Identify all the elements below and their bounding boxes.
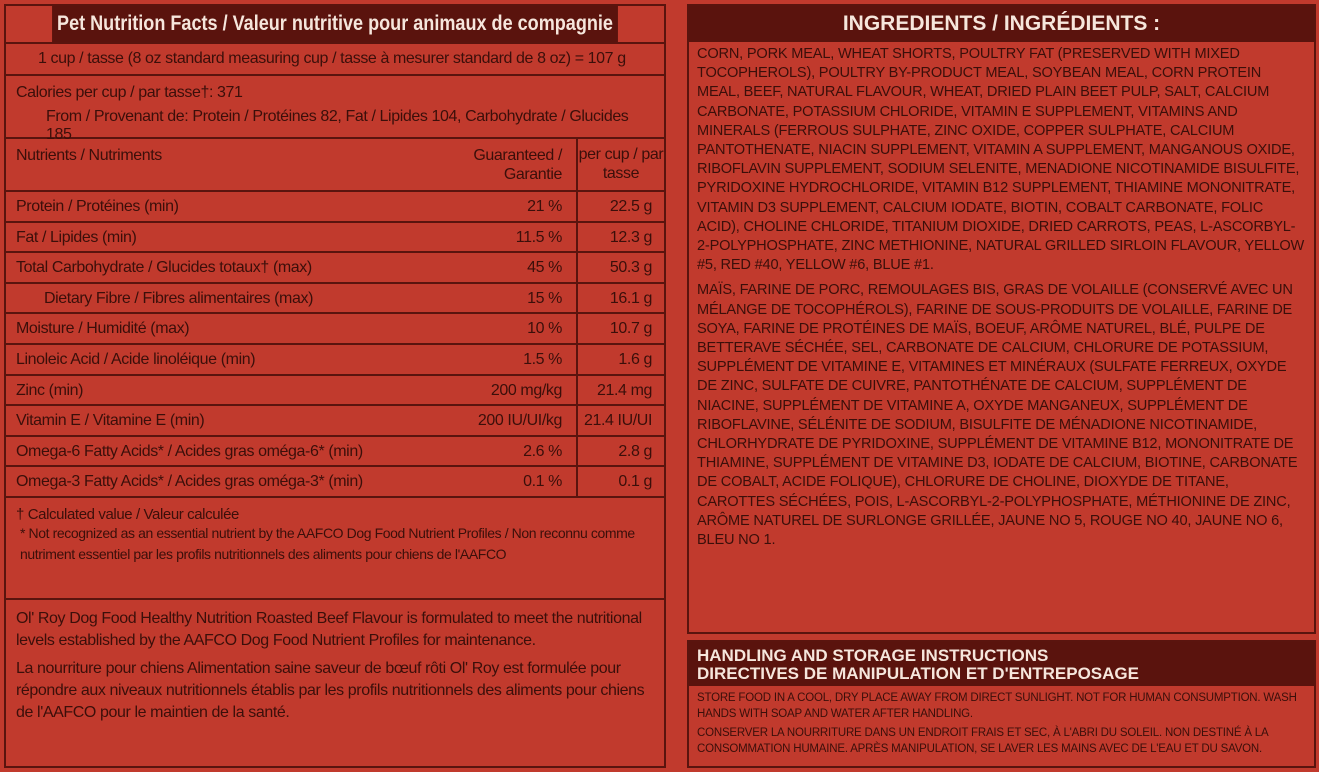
nutrient-row: Fat / Lipides (min) 11.5 % 12.3 g bbox=[6, 220, 664, 252]
nutrient-guaranteed: 11.5 % bbox=[515, 228, 563, 246]
nutrient-per-cup: 2.8 g bbox=[576, 436, 664, 466]
nutrient-row: Omega-3 Fatty Acids* / Acides gras oméga… bbox=[6, 465, 664, 496]
footnote-aafco: * Not recognized as an essential nutrien… bbox=[20, 524, 635, 562]
nutrient-guaranteed: 15 % bbox=[527, 289, 562, 307]
nutrient-row: Zinc (min) 200 mg/kg 21.4 mg bbox=[6, 373, 664, 405]
nutrient-name: Vitamin E / Vitamine E (min) bbox=[16, 412, 205, 430]
handling-panel: HANDLING AND STORAGE INSTRUCTIONS DIRECT… bbox=[687, 640, 1316, 768]
nutrition-title: Pet Nutrition Facts / Valeur nutritive p… bbox=[52, 6, 618, 42]
serving-size: 1 cup / tasse (8 oz standard measuring c… bbox=[6, 42, 664, 74]
header-per-cup: per cup / par tasse bbox=[576, 139, 664, 190]
nutrient-row: Vitamin E / Vitamine E (min) 200 IU/UI/kg… bbox=[6, 404, 664, 435]
nutrient-name: Fat / Lipides (min) bbox=[16, 228, 137, 246]
nutrient-per-cup: 21.4 mg bbox=[576, 375, 664, 405]
nutrient-per-cup: 21.4 IU/UI bbox=[576, 406, 664, 435]
handling-text-fr: CONSERVER LA NOURRITURE DANS UN ENDROIT … bbox=[697, 727, 1268, 755]
aafco-statement: Ol' Roy Dog Food Healthy Nutrition Roast… bbox=[6, 597, 664, 732]
handling-text-en: STORE FOOD IN A COOL, DRY PLACE AWAY FRO… bbox=[697, 692, 1297, 720]
ingredients-en: CORN, PORK MEAL, WHEAT SHORTS, POULTRY F… bbox=[697, 46, 1305, 274]
nutrient-guaranteed: 21 % bbox=[527, 198, 562, 215]
statement-en: Ol' Roy Dog Food Healthy Nutrition Roast… bbox=[16, 609, 642, 649]
nutrient-per-cup: 0.1 g bbox=[576, 467, 664, 496]
nutrient-guaranteed: 10 % bbox=[527, 320, 562, 338]
calories-section: Calories per cup / par tasse†: 371 From … bbox=[6, 74, 664, 143]
statement-fr: La nourriture pour chiens Alimentation s… bbox=[16, 659, 645, 721]
nutrient-row: Total Carbohydrate / Glucides totaux† (m… bbox=[6, 251, 664, 282]
calories: Calories per cup / par tasse†: 371 bbox=[16, 84, 243, 101]
nutrient-guaranteed: 200 IU/UI/kg bbox=[477, 412, 563, 430]
handling-title-fr: DIRECTIVES DE MANIPULATION ET D'ENTREPOS… bbox=[697, 664, 1139, 683]
ingredients-panel: INGREDIENTS / INGRÉDIENTS : CORN, PORK M… bbox=[687, 4, 1316, 634]
nutrient-row: Dietary Fibre / Fibres alimentaires (max… bbox=[6, 281, 664, 313]
handling-title: HANDLING AND STORAGE INSTRUCTIONS DIRECT… bbox=[689, 642, 1314, 686]
ingredients-fr: MAÏS, FARINE DE PORC, REMOULAGES BIS, GR… bbox=[697, 282, 1298, 549]
calories-from: From / Provenant de: Protein / Protéines… bbox=[46, 108, 629, 143]
nutrient-name: Moisture / Humidité (max) bbox=[16, 320, 190, 338]
nutrient-row: Moisture / Humidité (max) 10 % 10.7 g bbox=[6, 312, 664, 343]
nutrient-row: Linoleic Acid / Acide linoléique (min) 1.… bbox=[6, 342, 664, 374]
nutrient-guaranteed: 200 mg/kg bbox=[490, 381, 563, 399]
nutrient-per-cup: 50.3 g bbox=[576, 253, 664, 282]
nutrient-row: Omega-6 Fatty Acids* / Acides gras oméga… bbox=[6, 434, 664, 466]
nutrient-name: Total Carbohydrate / Glucides totaux† (m… bbox=[16, 259, 312, 277]
nutrient-guaranteed: 45 % bbox=[527, 259, 562, 277]
footnotes: † Calculated value / Valeur calculée * N… bbox=[6, 495, 664, 598]
nutrient-per-cup: 10.7 g bbox=[576, 314, 664, 343]
nutrient-name: Linoleic Acid / Acide linoléique (min) bbox=[16, 350, 256, 368]
handling-title-en: HANDLING AND STORAGE INSTRUCTIONS bbox=[697, 646, 1049, 665]
header-guaranteed: Guaranteed / Garantie bbox=[473, 147, 562, 183]
nutrient-per-cup: 12.3 g bbox=[576, 222, 664, 252]
nutrient-guaranteed: 1.5 % bbox=[523, 350, 562, 368]
nutrient-per-cup: 1.6 g bbox=[576, 344, 664, 374]
footnote-calculated: † Calculated value / Valeur calculée bbox=[16, 505, 239, 523]
nutrient-guaranteed: 0.1 % bbox=[523, 473, 562, 491]
nutrient-name: Zinc (min) bbox=[16, 381, 84, 399]
nutrient-guaranteed: 2.6 % bbox=[523, 442, 562, 460]
ingredients-title: INGREDIENTS / INGRÉDIENTS : bbox=[689, 6, 1314, 42]
header-nutrient: Nutrients / Nutriments bbox=[16, 147, 162, 164]
nutrient-name: Omega-6 Fatty Acids* / Acides gras oméga… bbox=[16, 442, 363, 460]
table-header: Nutrients / Nutriments Guaranteed / Gara… bbox=[6, 137, 664, 190]
nutrition-facts-panel: Pet Nutrition Facts / Valeur nutritive p… bbox=[4, 4, 666, 768]
nutrient-name: Protein / Protéines (min) bbox=[16, 198, 179, 215]
nutrient-per-cup: 16.1 g bbox=[576, 283, 664, 313]
nutrient-name: Dietary Fibre / Fibres alimentaires (max… bbox=[44, 289, 313, 307]
nutrient-per-cup: 22.5 g bbox=[576, 192, 664, 221]
nutrient-name: Omega-3 Fatty Acids* / Acides gras oméga… bbox=[16, 473, 363, 491]
nutrient-row: Protein / Protéines (min) 21 % 22.5 g bbox=[6, 190, 664, 221]
